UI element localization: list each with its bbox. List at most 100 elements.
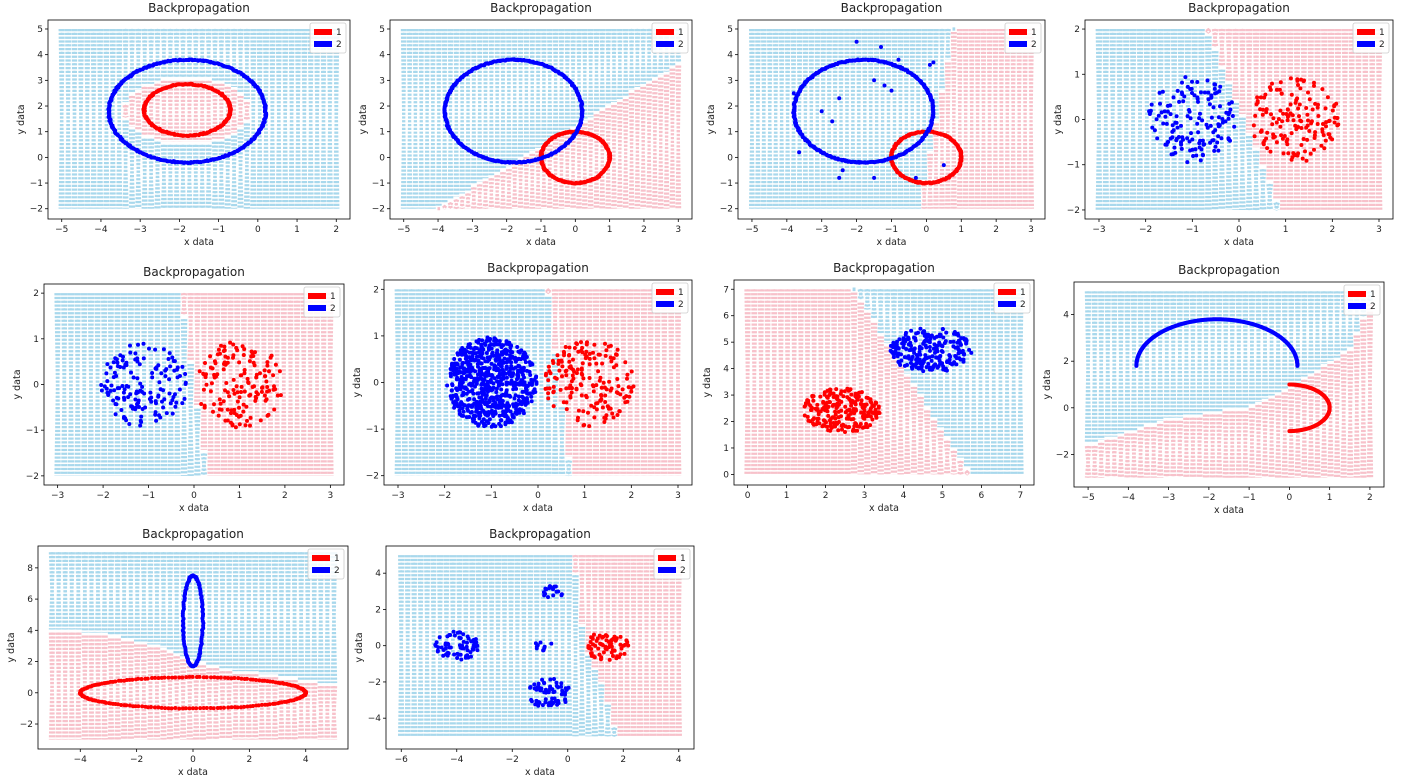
data-point [516, 356, 521, 361]
data-point [465, 359, 470, 364]
data-point [1134, 363, 1139, 368]
data-point [516, 373, 521, 378]
data-point [157, 380, 162, 385]
series-1-points [197, 340, 283, 430]
data-point [457, 408, 462, 413]
data-point [231, 353, 236, 358]
y-tick-label: 4 [27, 626, 33, 636]
data-point [510, 354, 515, 359]
data-point [1260, 112, 1265, 117]
data-point [1194, 153, 1199, 158]
data-point [1312, 83, 1316, 88]
data-point [166, 357, 171, 361]
data-point [468, 374, 473, 379]
data-point [507, 372, 512, 377]
data-point [604, 348, 609, 353]
data-point [146, 705, 150, 710]
data-point [215, 675, 220, 680]
x-tick-label: 1 [607, 225, 613, 235]
data-point [273, 362, 278, 367]
y-axis-label: y data [352, 367, 363, 397]
data-point [460, 380, 465, 385]
y-tick-label: −4 [368, 714, 382, 724]
x-tick-label: 3 [862, 491, 868, 501]
legend-label: 1 [1370, 290, 1376, 300]
data-point [122, 415, 126, 419]
data-point [187, 674, 192, 679]
data-point [479, 342, 484, 347]
data-point [1261, 140, 1266, 145]
data-point [625, 376, 629, 381]
x-tick-label: −2 [1202, 493, 1215, 503]
data-point [534, 646, 539, 651]
data-point [127, 422, 132, 426]
y-tick-label: 3 [723, 391, 729, 401]
data-point [1304, 158, 1309, 163]
series-2-points [442, 57, 585, 165]
data-point [1328, 135, 1333, 140]
series-1-points [141, 81, 233, 138]
x-tick-label: 0 [745, 491, 751, 501]
data-point [121, 390, 126, 395]
data-point [551, 384, 556, 389]
y-tick-label: 2 [727, 102, 733, 112]
data-point [204, 372, 208, 377]
axes-frame [47, 19, 351, 220]
data-point [104, 371, 109, 376]
data-point [475, 362, 480, 366]
data-point [278, 393, 283, 398]
data-point [912, 346, 917, 351]
data-point [542, 680, 546, 685]
data-point [471, 413, 476, 418]
data-point [1274, 140, 1279, 145]
data-point [450, 362, 455, 367]
data-point [190, 674, 195, 679]
data-point [506, 408, 511, 413]
data-point [229, 420, 233, 425]
data-point [582, 423, 587, 427]
data-point [1197, 116, 1202, 121]
data-point [567, 353, 572, 357]
y-tick-label: 7 [723, 285, 729, 295]
data-point [831, 402, 836, 407]
x-tick-label: 4 [676, 755, 682, 765]
data-point [602, 385, 607, 390]
data-point [460, 347, 465, 352]
data-point [879, 45, 883, 49]
data-point [215, 372, 220, 377]
y-axis-label: y data [358, 104, 369, 134]
data-point [128, 350, 133, 355]
data-point [1185, 84, 1190, 89]
data-point [212, 675, 217, 680]
data-point [520, 389, 525, 394]
x-tick-label: 4 [901, 491, 907, 501]
x-tick-label: −4 [94, 225, 108, 235]
data-point [1276, 117, 1281, 121]
data-point [499, 418, 504, 423]
data-point [252, 363, 257, 368]
legend: 12 [307, 548, 345, 580]
data-point [1160, 89, 1165, 94]
data-point [150, 676, 154, 680]
data-point [839, 399, 844, 404]
data-point [1165, 109, 1170, 114]
data-point [870, 410, 875, 415]
data-point [831, 421, 836, 425]
data-point [1175, 88, 1180, 93]
data-point [891, 355, 896, 360]
data-point [124, 384, 129, 388]
data-point [934, 355, 939, 360]
series-2-points [433, 629, 480, 662]
legend: 12 [309, 22, 347, 54]
data-point [529, 699, 534, 704]
legend-swatch [1357, 29, 1375, 35]
data-point [918, 352, 923, 357]
data-point [529, 377, 534, 382]
data-point [1323, 138, 1328, 143]
data-point [1291, 151, 1296, 156]
data-point [140, 384, 145, 389]
legend-label: 2 [336, 40, 342, 50]
data-point [1312, 147, 1316, 152]
data-point [626, 643, 631, 648]
